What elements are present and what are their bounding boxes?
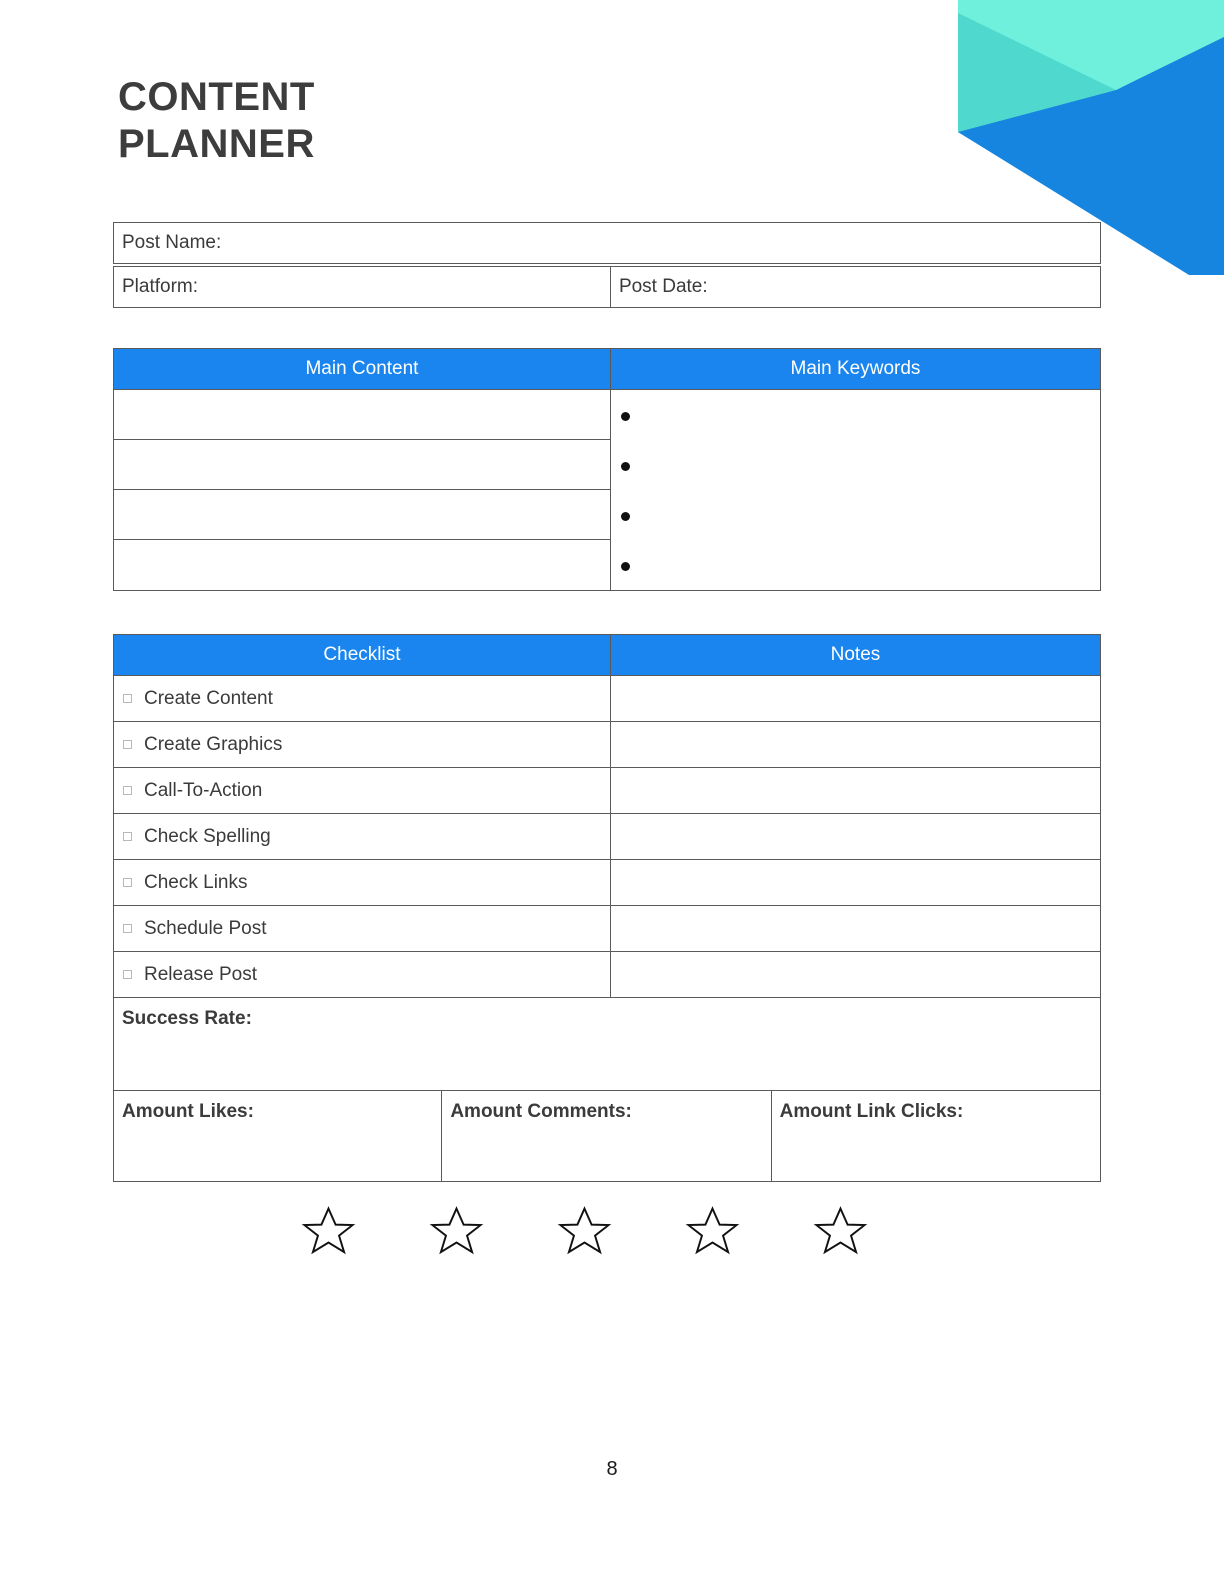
keyword-bullet-icon <box>620 412 630 421</box>
metrics-row: Amount Likes: Amount Comments: Amount Li… <box>114 1091 1100 1181</box>
amount-link-clicks-label: Amount Link Clicks: <box>779 1101 964 1122</box>
main-table-body <box>114 389 1100 590</box>
checklist-table: Checklist Notes Create Content Create Gr… <box>113 634 1101 1182</box>
checkbox-icon[interactable] <box>123 924 132 933</box>
checklist-item-release-post[interactable]: Release Post <box>114 952 611 997</box>
main-content-table: Main Content Main Keywords <box>113 348 1101 591</box>
checklist-item-label: Check Spelling <box>144 825 271 847</box>
star-outline-icon[interactable] <box>812 1204 869 1259</box>
post-name-label: Post Name: <box>122 232 222 253</box>
checklist-row: Check Links <box>114 860 1100 906</box>
chevron-mint-band <box>958 0 1224 90</box>
note-field[interactable] <box>611 814 1100 859</box>
checklist-item-label: Release Post <box>144 963 258 985</box>
checklist-header: Checklist <box>114 635 611 675</box>
checklist-item-label: Schedule Post <box>144 917 267 939</box>
chevron-fold-shade <box>958 13 1116 132</box>
star-outline-icon[interactable] <box>300 1204 357 1259</box>
post-name-row: Post Name: <box>113 222 1101 264</box>
checklist-item-label: Check Links <box>144 871 248 893</box>
keyword-bullet-icon <box>620 462 630 471</box>
amount-likes-label: Amount Likes: <box>122 1101 254 1122</box>
main-content-row[interactable] <box>114 490 610 540</box>
main-content-row[interactable] <box>114 390 610 440</box>
note-field[interactable] <box>611 860 1100 905</box>
page-title: CONTENT PLANNER <box>118 75 315 167</box>
checklist-item-label: Create Graphics <box>144 733 283 755</box>
main-keywords-header: Main Keywords <box>610 349 1100 389</box>
checkbox-icon[interactable] <box>123 740 132 749</box>
main-content-row[interactable] <box>114 440 610 490</box>
amount-comments-label: Amount Comments: <box>450 1101 632 1122</box>
checklist-row: Create Graphics <box>114 722 1100 768</box>
checklist-item-label: Call-To-Action <box>144 779 263 801</box>
checkbox-icon[interactable] <box>123 786 132 795</box>
amount-link-clicks-field[interactable]: Amount Link Clicks: <box>772 1091 1100 1181</box>
star-outline-icon[interactable] <box>684 1204 741 1259</box>
rating-stars <box>300 1204 920 1259</box>
note-field[interactable] <box>611 722 1100 767</box>
main-content-row[interactable] <box>114 540 610 590</box>
checklist-table-header: Checklist Notes <box>114 635 1100 675</box>
checklist-row: Check Spelling <box>114 814 1100 860</box>
chevron-mint-upper <box>958 0 1224 90</box>
checklist-row: Call-To-Action <box>114 768 1100 814</box>
star-outline-icon[interactable] <box>428 1204 485 1259</box>
platform-date-row: Platform: Post Date: <box>113 266 1101 308</box>
note-field[interactable] <box>611 952 1100 997</box>
checkbox-icon[interactable] <box>123 878 132 887</box>
platform-label: Platform: <box>122 276 199 297</box>
checklist-item-check-spelling[interactable]: Check Spelling <box>114 814 611 859</box>
main-table-header: Main Content Main Keywords <box>114 349 1100 389</box>
chevron-mint-fold <box>958 13 1116 132</box>
main-keywords-column[interactable] <box>611 390 1100 590</box>
checklist-item-schedule-post[interactable]: Schedule Post <box>114 906 611 951</box>
keyword-bullet-icon <box>620 562 630 571</box>
checklist-row: Create Content <box>114 676 1100 722</box>
checklist-table-body: Create Content Create Graphics Call-To-A… <box>114 675 1100 1181</box>
amount-comments-field[interactable]: Amount Comments: <box>442 1091 772 1181</box>
post-date-label: Post Date: <box>618 276 708 297</box>
checkbox-icon[interactable] <box>123 694 132 703</box>
checklist-item-create-graphics[interactable]: Create Graphics <box>114 722 611 767</box>
post-info-block: Post Name: Platform: Post Date: <box>113 222 1101 308</box>
keyword-bullet-icon <box>620 512 630 521</box>
page-number: 8 <box>606 1458 618 1480</box>
platform-field[interactable]: Platform: <box>114 267 611 307</box>
checklist-item-check-links[interactable]: Check Links <box>114 860 611 905</box>
chevron-mint-top <box>958 0 1224 13</box>
notes-header: Notes <box>610 635 1100 675</box>
checklist-row: Schedule Post <box>114 906 1100 952</box>
note-field[interactable] <box>611 768 1100 813</box>
note-field[interactable] <box>611 676 1100 721</box>
post-date-field[interactable]: Post Date: <box>611 267 1100 307</box>
checklist-item-call-to-action[interactable]: Call-To-Action <box>114 768 611 813</box>
checkbox-icon[interactable] <box>123 832 132 841</box>
main-content-column <box>114 390 611 590</box>
success-rate-field[interactable]: Success Rate: <box>114 998 1100 1091</box>
amount-likes-field[interactable]: Amount Likes: <box>114 1091 443 1181</box>
success-rate-label: Success Rate: <box>122 1008 252 1029</box>
checklist-item-label: Create Content <box>144 687 273 709</box>
checklist-row: Release Post <box>114 952 1100 998</box>
star-outline-icon[interactable] <box>556 1204 613 1259</box>
checklist-item-create-content[interactable]: Create Content <box>114 676 611 721</box>
note-field[interactable] <box>611 906 1100 951</box>
main-content-header: Main Content <box>114 349 611 389</box>
checkbox-icon[interactable] <box>123 970 132 979</box>
post-name-field[interactable]: Post Name: <box>114 223 1100 263</box>
